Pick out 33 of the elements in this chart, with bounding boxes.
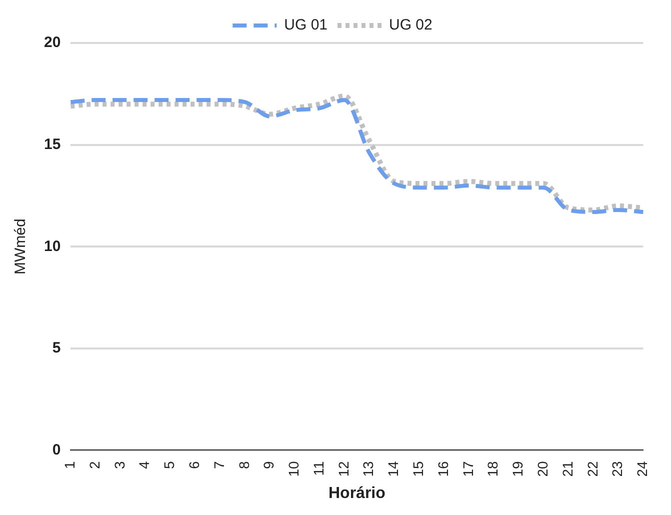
x-tick-label: 2 xyxy=(86,461,102,470)
x-tick-label: 23 xyxy=(609,461,626,477)
y-tick-label: 0 xyxy=(52,441,61,458)
x-tick-label: 19 xyxy=(510,461,526,477)
x-tick-label: 8 xyxy=(236,461,252,470)
x-tick-label: 5 xyxy=(161,461,178,470)
legend-label: UG 02 xyxy=(389,16,432,34)
x-tick-label: 20 xyxy=(534,461,550,477)
x-tick-label: 14 xyxy=(385,461,402,477)
y-tick-label: 15 xyxy=(44,136,61,153)
x-tick-label: 24 xyxy=(634,461,650,477)
y-axis-title: MWméd xyxy=(12,218,30,275)
x-tick-label: 9 xyxy=(260,461,277,470)
x-tick-label: 12 xyxy=(335,461,352,477)
y-tick-label: 5 xyxy=(52,340,61,357)
x-tick-label: 17 xyxy=(460,461,476,477)
x-tick-label: 10 xyxy=(286,461,302,477)
x-tick-label: 13 xyxy=(360,461,376,477)
x-tick-label: 1 xyxy=(62,461,78,470)
legend-label: UG 01 xyxy=(284,16,328,34)
x-tick-label: 11 xyxy=(310,461,326,476)
x-tick-label: 6 xyxy=(186,461,202,470)
x-tick-label: 15 xyxy=(410,461,426,477)
y-tick-label: 20 xyxy=(44,34,61,52)
x-tick-label: 16 xyxy=(434,461,451,477)
y-tick-label: 10 xyxy=(44,238,61,255)
x-tick-label: 21 xyxy=(559,461,576,477)
x-tick-label: 4 xyxy=(136,461,152,470)
x-tick-label: 22 xyxy=(584,461,600,477)
x-tick-label: 3 xyxy=(111,461,128,470)
x-axis-title: Horário xyxy=(328,484,386,502)
x-tick-label: 18 xyxy=(484,461,501,477)
x-tick-label: 7 xyxy=(210,461,227,470)
